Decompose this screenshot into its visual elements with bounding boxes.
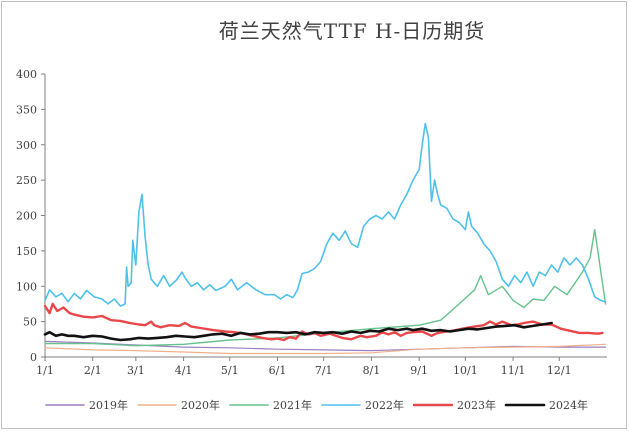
y-tick-label: 350 bbox=[16, 103, 37, 116]
legend-item: 2024年 bbox=[504, 398, 588, 412]
legend-label: 2020年 bbox=[181, 398, 220, 412]
legend-label: 2023年 bbox=[457, 398, 496, 412]
legend-item: 2019年 bbox=[45, 398, 128, 412]
y-tick-label: 0 bbox=[30, 351, 37, 364]
x-tick-label: 5/1 bbox=[221, 364, 239, 377]
x-tick-label: 6/1 bbox=[269, 364, 287, 377]
legend-item: 2023年 bbox=[412, 398, 496, 412]
series-line-6 bbox=[43, 321, 553, 342]
x-tick-label: 1/1 bbox=[36, 364, 54, 377]
legend-label: 2021年 bbox=[273, 398, 312, 412]
axes: 0 50 100 150 200 250 300 350 400 1/1 2/1 3/1 4/1 5/1 6… bbox=[16, 68, 607, 377]
series-layer bbox=[43, 122, 607, 355]
legend-label: 2024年 bbox=[549, 398, 588, 412]
chart-title: 荷兰天然气TTF H-日历期货 bbox=[219, 19, 485, 43]
x-tick-label: 4/1 bbox=[175, 364, 193, 377]
x-tick-label: 11/1 bbox=[501, 364, 526, 377]
x-tick-label: 7/1 bbox=[315, 364, 333, 377]
x-tick-label: 8/1 bbox=[363, 364, 381, 377]
x-tick-label: 10/1 bbox=[453, 364, 478, 377]
series-line-5 bbox=[43, 302, 604, 342]
series-line-4 bbox=[44, 122, 607, 307]
y-tick-label: 150 bbox=[16, 245, 37, 258]
series-line-2 bbox=[44, 343, 607, 355]
legend-item: 2021年 bbox=[229, 398, 312, 412]
legend: 2019年 2020年 2021年 2022年 2023年 2024年 bbox=[45, 398, 588, 412]
series-line-3 bbox=[44, 228, 607, 347]
y-tick-label: 400 bbox=[16, 68, 37, 81]
y-tick-label: 200 bbox=[16, 210, 37, 223]
y-tick-label: 250 bbox=[16, 174, 37, 187]
legend-label: 2019年 bbox=[89, 398, 128, 412]
legend-item: 2020年 bbox=[137, 398, 220, 412]
x-tick-label: 2/1 bbox=[84, 364, 102, 377]
y-tick-label: 300 bbox=[16, 139, 37, 152]
legend-label: 2022年 bbox=[365, 398, 404, 412]
x-tick-label: 12/1 bbox=[547, 364, 572, 377]
y-tick-label: 50 bbox=[23, 316, 37, 329]
legend-item: 2022年 bbox=[321, 398, 404, 412]
x-tick-label: 9/1 bbox=[410, 364, 428, 377]
x-tick-label: 3/1 bbox=[127, 364, 145, 377]
y-tick-label: 100 bbox=[16, 280, 37, 293]
